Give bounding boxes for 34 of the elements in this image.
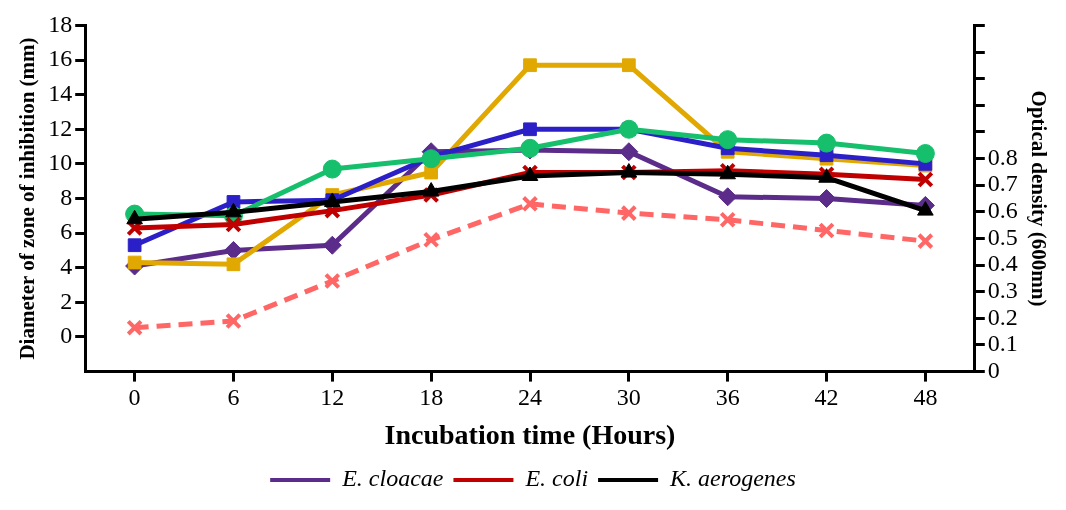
- x-tick-label: 36: [715, 384, 740, 411]
- y-tick-label: 12: [48, 114, 73, 141]
- y2-tick-label: 0.5: [987, 223, 1018, 250]
- x-tick-label: 48: [913, 384, 938, 411]
- y-tick-label: 10: [48, 149, 73, 176]
- y-tick-label: 8: [60, 183, 73, 210]
- legend-label: E. cloacae: [341, 465, 444, 492]
- y-tick-label: 18: [48, 10, 73, 37]
- y-tick-label: 0: [60, 322, 73, 349]
- y2-tick-label: 0.1: [987, 330, 1018, 357]
- y2-tick-label: 0.8: [987, 143, 1018, 170]
- legend-label: K. aerogenes: [669, 465, 796, 492]
- x-tick-label: 12: [320, 384, 345, 411]
- legend-label: E. coli: [524, 465, 589, 492]
- x-tick-label: 42: [814, 384, 839, 411]
- x-tick-label: 18: [419, 384, 444, 411]
- y2-axis-title: Optical density (600mn): [1026, 90, 1051, 307]
- x-axis-title: Incubation time (Hours): [384, 419, 676, 451]
- x-tick-label: 6: [227, 384, 240, 411]
- y-tick-label: 6: [60, 218, 73, 245]
- y-tick-label: 2: [60, 287, 73, 314]
- y2-tick-label: 0.6: [987, 197, 1018, 224]
- x-tick-label: 24: [518, 384, 542, 411]
- y2-tick-label: 0: [987, 356, 1000, 383]
- y-tick-label: 14: [48, 79, 73, 106]
- x-tick-label: 30: [616, 384, 641, 411]
- y-tick-label: 4: [60, 253, 73, 280]
- y2-tick-label: 0.3: [987, 277, 1018, 303]
- x-tick-label: 0: [128, 384, 141, 411]
- y2-tick-label: 0.7: [987, 170, 1018, 197]
- y2-tick-label: 0.4: [987, 250, 1018, 277]
- y-axis-title: Diameter of zone of inhibition (mm): [15, 37, 40, 360]
- y2-tick-label: 0.2: [987, 303, 1018, 330]
- y-tick-label: 16: [48, 45, 73, 72]
